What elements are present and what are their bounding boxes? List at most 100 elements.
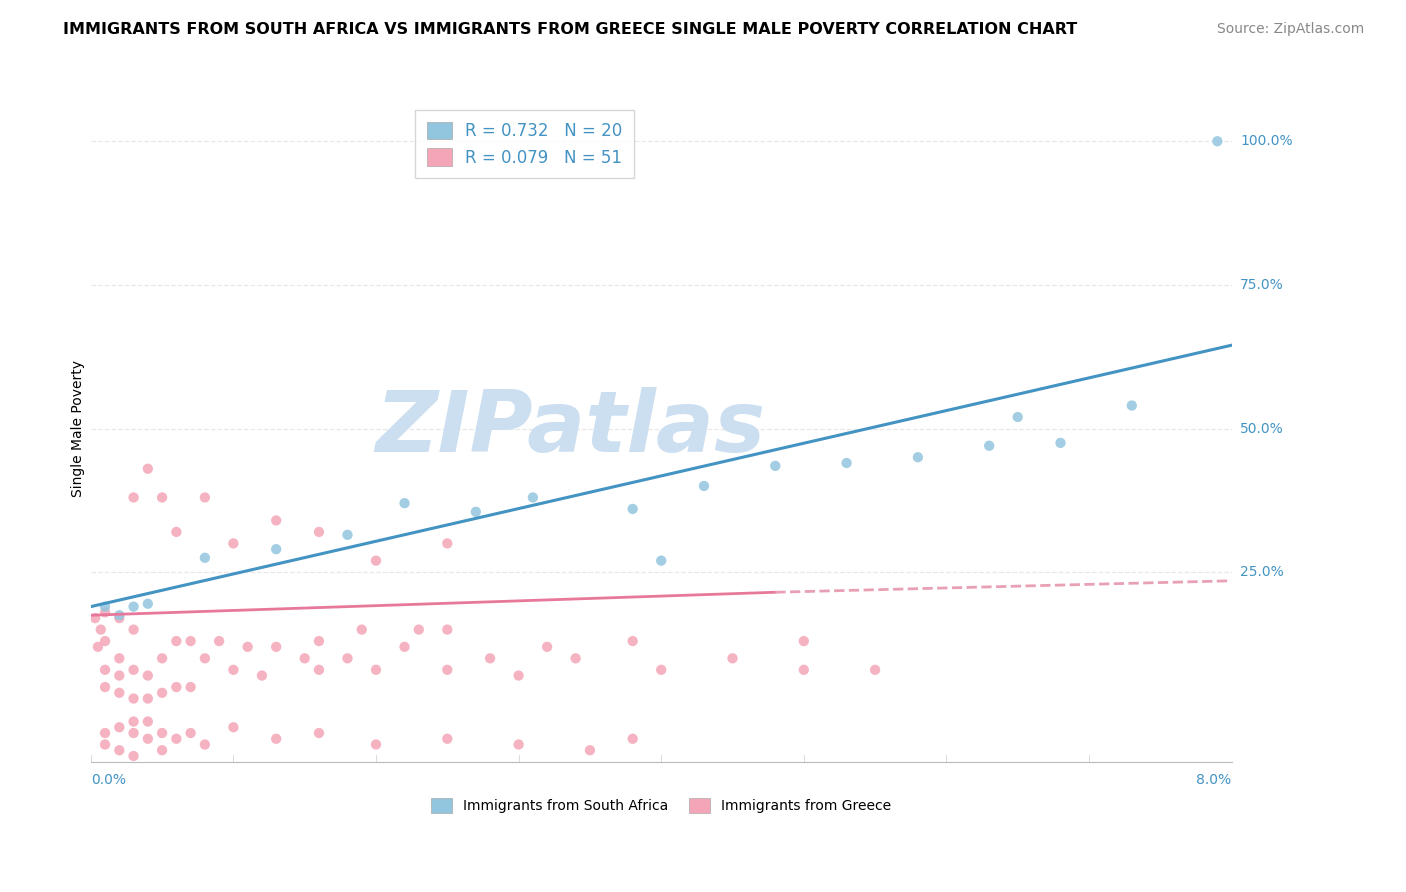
Point — [94, 663, 117, 677]
Point — [408, 623, 430, 637]
Point — [150, 651, 173, 665]
Point — [264, 542, 287, 557]
Point — [236, 640, 259, 654]
Text: ZIPatlas: ZIPatlas — [375, 387, 765, 470]
Text: 100.0%: 100.0% — [1240, 134, 1292, 148]
Point — [308, 663, 330, 677]
Point — [436, 536, 458, 550]
Point — [136, 691, 159, 706]
Point — [479, 651, 502, 665]
Point — [564, 651, 586, 665]
Point — [1049, 435, 1071, 450]
Text: 25.0%: 25.0% — [1240, 566, 1284, 579]
Point — [835, 456, 858, 470]
Point — [308, 634, 330, 648]
Point — [94, 606, 117, 620]
Point — [165, 524, 187, 539]
Point — [1007, 410, 1029, 425]
Point — [693, 479, 716, 493]
Point — [436, 663, 458, 677]
Point — [364, 738, 387, 752]
Point — [508, 668, 530, 682]
Point — [108, 651, 131, 665]
Point — [621, 634, 644, 648]
Point — [194, 491, 217, 505]
Point — [165, 634, 187, 648]
Point — [150, 491, 173, 505]
Point — [194, 550, 217, 565]
Point — [863, 663, 886, 677]
Point — [180, 634, 202, 648]
Point — [122, 491, 145, 505]
Point — [394, 496, 416, 510]
Point — [508, 738, 530, 752]
Point — [364, 554, 387, 568]
Text: 50.0%: 50.0% — [1240, 422, 1284, 435]
Point — [621, 731, 644, 746]
Point — [94, 680, 117, 694]
Point — [979, 439, 1001, 453]
Point — [650, 554, 672, 568]
Point — [264, 513, 287, 527]
Point — [264, 731, 287, 746]
Point — [250, 668, 273, 682]
Point — [308, 726, 330, 740]
Point — [350, 623, 373, 637]
Point — [84, 611, 107, 625]
Point — [294, 651, 316, 665]
Point — [122, 599, 145, 614]
Point — [907, 450, 929, 465]
Point — [108, 720, 131, 734]
Point — [94, 599, 117, 614]
Point — [122, 714, 145, 729]
Point — [122, 623, 145, 637]
Point — [336, 528, 359, 542]
Text: 8.0%: 8.0% — [1197, 773, 1232, 788]
Point — [222, 663, 245, 677]
Point — [793, 663, 815, 677]
Point — [264, 640, 287, 654]
Point — [122, 663, 145, 677]
Point — [94, 634, 117, 648]
Point — [136, 597, 159, 611]
Point — [222, 536, 245, 550]
Point — [1206, 134, 1229, 148]
Point — [522, 491, 544, 505]
Text: IMMIGRANTS FROM SOUTH AFRICA VS IMMIGRANTS FROM GREECE SINGLE MALE POVERTY CORRE: IMMIGRANTS FROM SOUTH AFRICA VS IMMIGRAN… — [63, 22, 1077, 37]
Point — [122, 726, 145, 740]
Point — [108, 668, 131, 682]
Point — [194, 738, 217, 752]
Point — [150, 726, 173, 740]
Point — [394, 640, 416, 654]
Point — [180, 726, 202, 740]
Point — [650, 663, 672, 677]
Point — [621, 502, 644, 516]
Point — [464, 505, 486, 519]
Text: 75.0%: 75.0% — [1240, 278, 1284, 292]
Point — [108, 608, 131, 623]
Y-axis label: Single Male Poverty: Single Male Poverty — [72, 360, 86, 497]
Point — [165, 680, 187, 694]
Text: 0.0%: 0.0% — [91, 773, 125, 788]
Point — [87, 640, 110, 654]
Point — [536, 640, 558, 654]
Point — [194, 651, 217, 665]
Point — [436, 623, 458, 637]
Point — [136, 731, 159, 746]
Point — [308, 524, 330, 539]
Point — [136, 714, 159, 729]
Point — [336, 651, 359, 665]
Point — [793, 634, 815, 648]
Point — [136, 668, 159, 682]
Point — [222, 720, 245, 734]
Point — [180, 680, 202, 694]
Text: Source: ZipAtlas.com: Source: ZipAtlas.com — [1216, 22, 1364, 37]
Point — [579, 743, 602, 757]
Point — [1121, 399, 1143, 413]
Point — [150, 743, 173, 757]
Point — [108, 686, 131, 700]
Point — [763, 458, 786, 473]
Point — [150, 686, 173, 700]
Point — [208, 634, 231, 648]
Point — [364, 663, 387, 677]
